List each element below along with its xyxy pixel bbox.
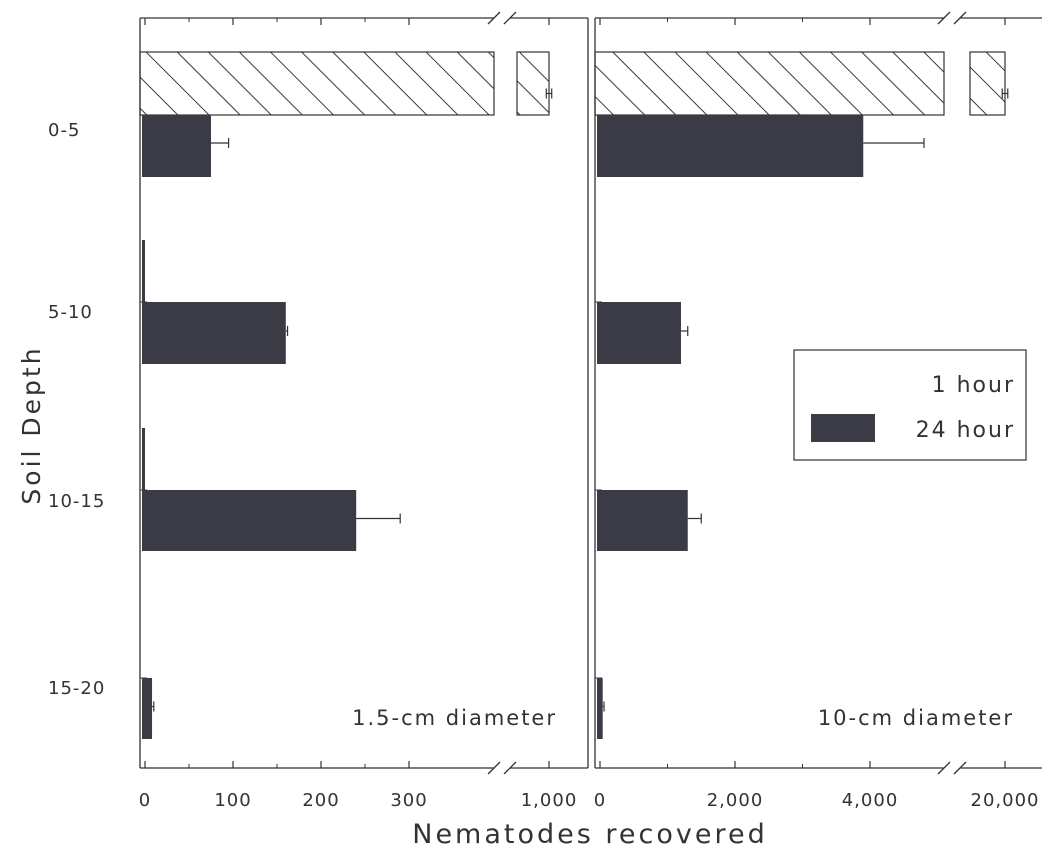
legend-box (793, 349, 1027, 461)
legend-swatch-24-hour (811, 414, 875, 442)
axis-break-mark (503, 761, 517, 775)
x-tick-label: 0 (594, 790, 606, 811)
axis-break-mark (953, 11, 967, 25)
x-axis-title: Nematodes recovered (412, 819, 768, 850)
panel-annotation: 1.5-cm diameter (352, 706, 557, 730)
panel-10cm: 0 2,000 4,000 20,000 10-cm diameter (594, 11, 1042, 811)
bar-1-hour (516, 51, 550, 116)
bar-24-hour (142, 678, 153, 739)
bar-1-hour (969, 51, 1006, 116)
bar-24-hour (142, 302, 286, 364)
bar-24-hour (597, 490, 688, 551)
axis-break-mark (487, 761, 501, 775)
axis-break-mark (937, 761, 951, 775)
bar-24-hour (597, 115, 864, 177)
bar-1-hour (142, 240, 145, 302)
bar-24-hour (142, 115, 211, 177)
x-tick-label: 20,000 (971, 790, 1040, 811)
x-tick-label: 4,000 (842, 790, 899, 811)
bar-1-hour (139, 51, 495, 116)
x-tick-label: 200 (302, 790, 339, 811)
panel-annotation: 10-cm diameter (818, 706, 1014, 730)
category-labels: 0-5 5-10 10-15 15-20 (48, 120, 105, 699)
bar-24-hour (142, 490, 357, 551)
legend-label-1-hour: 1 hour (932, 373, 1015, 398)
legend: 1 hour 24 hour (793, 349, 1027, 461)
category-label: 10-15 (48, 491, 105, 512)
axis-break-mark (503, 11, 517, 25)
axis-break-mark (937, 11, 951, 25)
bar-1-hour (594, 51, 945, 116)
x-tick-label: 2,000 (707, 790, 764, 811)
axis-break-mark (487, 11, 501, 25)
category-label: 15-20 (48, 678, 105, 699)
y-axis-title: Soil Depth (17, 345, 46, 504)
x-tick-label: 1,000 (521, 790, 578, 811)
bar-24-hour (597, 678, 603, 739)
axis-break-mark (953, 761, 967, 775)
x-tick-label: 300 (390, 790, 427, 811)
x-tick-label: 0 (139, 790, 151, 811)
panel-1-5cm: 0 100 200 300 1,000 1.5-cm diameter (139, 11, 589, 811)
bar-1-hour (142, 428, 145, 490)
category-label: 0-5 (48, 120, 80, 141)
x-tick-label: 100 (214, 790, 251, 811)
category-label: 5-10 (48, 302, 93, 323)
bar-24-hour (597, 302, 681, 364)
legend-label-24-hour: 24 hour (916, 418, 1015, 443)
